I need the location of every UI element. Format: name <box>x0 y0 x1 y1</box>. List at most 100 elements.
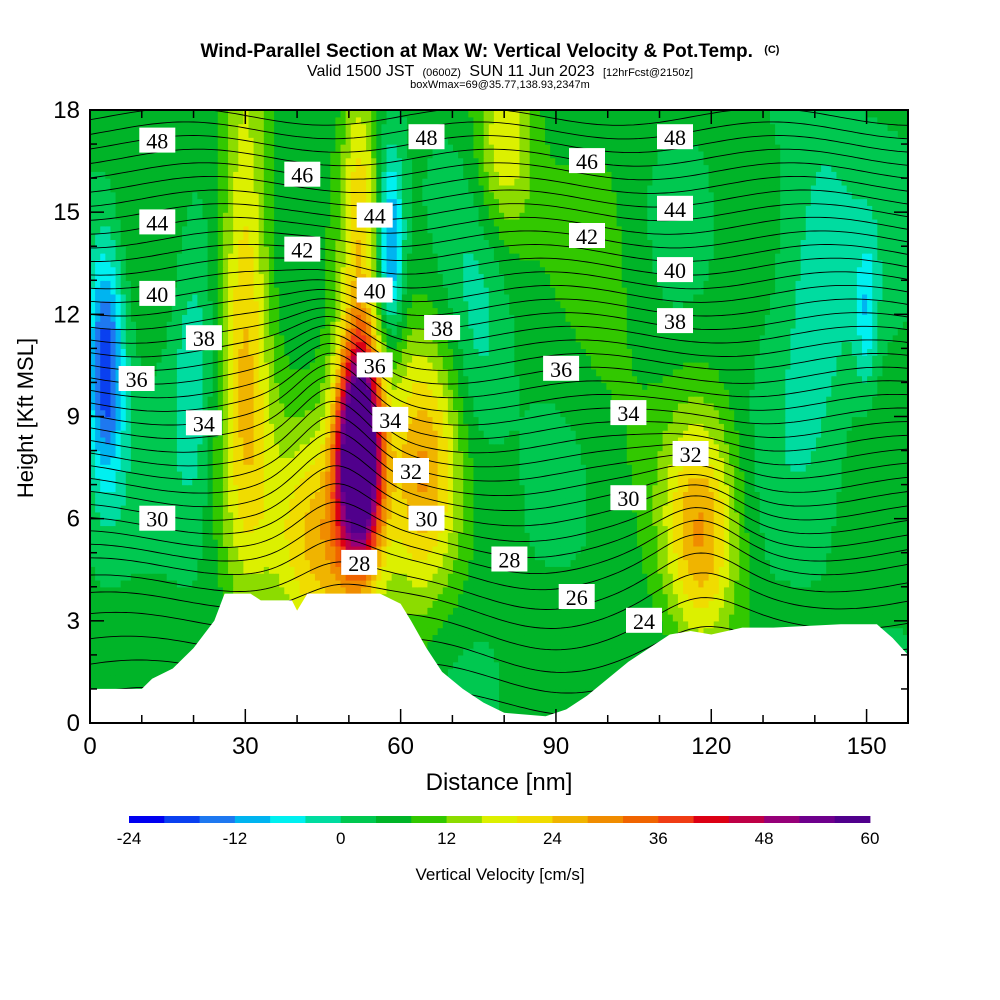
velocity-cell <box>672 627 679 636</box>
velocity-cell <box>427 566 434 574</box>
velocity-cell <box>483 600 490 608</box>
velocity-cell <box>146 668 152 676</box>
velocity-cell <box>545 614 551 622</box>
velocity-cell <box>478 675 485 683</box>
velocity-cell <box>422 532 429 540</box>
velocity-cell <box>100 539 106 547</box>
velocity-cell <box>545 539 551 547</box>
velocity-cell <box>125 579 132 588</box>
velocity-cell <box>867 593 873 601</box>
velocity-cell <box>396 566 403 574</box>
velocity-cell <box>631 648 638 656</box>
velocity-cell <box>146 593 152 601</box>
velocity-cell <box>790 518 797 527</box>
velocity-cell <box>877 525 884 533</box>
velocity-cell <box>662 573 669 581</box>
velocity-cell <box>100 518 106 527</box>
velocity-cell <box>320 552 326 561</box>
velocity-cell <box>831 579 838 588</box>
velocity-cell <box>514 579 521 588</box>
velocity-cell <box>642 525 648 533</box>
velocity-cell <box>156 552 163 561</box>
velocity-cell <box>575 654 582 663</box>
velocity-cell <box>764 600 771 608</box>
velocity-cell <box>228 518 234 527</box>
velocity-cell <box>601 532 607 540</box>
velocity-cell <box>156 586 163 595</box>
velocity-cell <box>637 593 643 601</box>
velocity-cell <box>637 586 643 595</box>
velocity-cell <box>713 511 720 520</box>
velocity-cell <box>452 627 459 636</box>
velocity-cell <box>810 532 817 540</box>
velocity-cell <box>488 682 495 690</box>
velocity-cell <box>136 593 142 601</box>
velocity-cell <box>90 641 96 649</box>
velocity-cell <box>841 600 848 608</box>
velocity-cell <box>151 545 158 554</box>
velocity-cell <box>539 566 546 574</box>
velocity-cell <box>452 593 459 601</box>
velocity-cell <box>872 614 878 622</box>
velocity-cell <box>493 641 500 649</box>
velocity-cell <box>125 661 132 670</box>
velocity-cell <box>335 552 342 561</box>
velocity-cell <box>192 586 198 595</box>
velocity-cell <box>887 525 894 533</box>
velocity-cell <box>596 532 602 540</box>
velocity-cell <box>294 539 301 547</box>
velocity-cell <box>340 539 347 547</box>
velocity-cell <box>647 573 653 581</box>
velocity-cell <box>642 566 648 574</box>
velocity-cell <box>504 675 510 683</box>
velocity-cell <box>432 620 439 629</box>
velocity-cell <box>463 614 469 622</box>
velocity-cell <box>662 593 669 601</box>
velocity-cell <box>207 573 214 581</box>
velocity-cell <box>452 573 459 581</box>
velocity-cell <box>263 518 270 527</box>
velocity-cell <box>366 518 372 527</box>
velocity-cell <box>519 614 526 622</box>
velocity-cell <box>861 559 868 567</box>
velocity-cell <box>642 511 648 520</box>
velocity-cell <box>442 614 449 622</box>
velocity-cell <box>902 525 908 533</box>
velocity-cell <box>555 675 561 683</box>
velocity-cell <box>744 614 751 622</box>
velocity-cell <box>192 579 198 588</box>
velocity-cell <box>340 586 347 595</box>
velocity-cell <box>550 702 556 710</box>
velocity-cell <box>780 539 786 547</box>
velocity-cell <box>585 668 592 676</box>
velocity-cell <box>534 600 541 608</box>
velocity-cell <box>539 675 546 683</box>
velocity-cell <box>652 525 659 533</box>
velocity-cell <box>141 539 147 547</box>
velocity-cell <box>591 511 597 520</box>
velocity-cell <box>708 600 715 608</box>
velocity-cell <box>539 593 546 601</box>
velocity-cell <box>120 552 127 561</box>
velocity-cell <box>458 634 464 642</box>
velocity-cell <box>677 532 684 540</box>
velocity-cell <box>422 593 429 601</box>
velocity-cell <box>545 641 551 649</box>
velocity-cell <box>785 532 792 540</box>
velocity-cell <box>821 586 827 595</box>
velocity-cell <box>882 607 889 615</box>
velocity-cell <box>560 607 567 615</box>
velocity-cell <box>524 573 531 581</box>
velocity-cell <box>488 675 495 683</box>
velocity-cell <box>550 539 556 547</box>
velocity-cell <box>596 539 602 547</box>
velocity-cell <box>396 518 403 527</box>
velocity-cell <box>110 607 117 615</box>
velocity-cell <box>468 688 475 697</box>
velocity-cell <box>422 573 429 581</box>
velocity-cell <box>688 573 694 581</box>
velocity-cell <box>100 593 106 601</box>
velocity-cell <box>125 586 132 595</box>
velocity-cell <box>764 532 771 540</box>
velocity-cell <box>764 614 771 622</box>
